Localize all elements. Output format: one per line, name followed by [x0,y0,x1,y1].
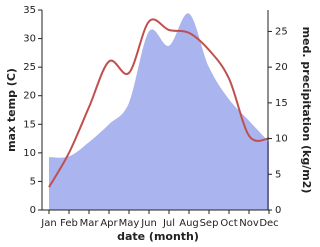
y2-tick-label: 15 [275,98,288,109]
x-axis-title: date (month) [117,230,199,243]
x-tick-label: Nov [239,218,259,229]
y2-tick-label: 10 [275,134,288,145]
y2-axis-title: med. precipitation (kg/m2) [300,27,313,194]
temperature-line [48,18,270,188]
y-tick-label: 10 [23,148,36,159]
precipitation-area [49,13,269,211]
y-tick-label: 35 [23,5,36,16]
y2-tick-label: 25 [275,26,288,37]
y-tick-label: 20 [23,91,36,102]
x-tick-label: Jan [40,218,56,229]
x-tick-label: Oct [220,218,237,229]
x-tick-label: Mar [80,218,100,229]
y-axis-title: max temp (C) [5,68,18,152]
y-tick-label: 15 [23,119,36,130]
y2-tick-label: 5 [275,169,281,180]
x-tick-label: Apr [100,218,118,229]
y-tick-label: 5 [30,176,36,187]
x-tick-label: Jul [162,218,175,229]
y2-tick-label: 0 [275,205,281,216]
y-tick-label: 30 [23,34,36,45]
x-tick-label: Sep [200,218,219,229]
y2-tick-label: 20 [275,62,288,73]
x-tick-label: Aug [179,218,199,229]
x-tick-label: May [119,218,140,229]
x-tick-label: Feb [60,218,78,229]
x-tick-label: Dec [259,218,278,229]
x-tick-label: Jun [140,218,157,229]
y-tick-label: 25 [23,62,36,73]
y-tick-label: 0 [30,205,36,216]
